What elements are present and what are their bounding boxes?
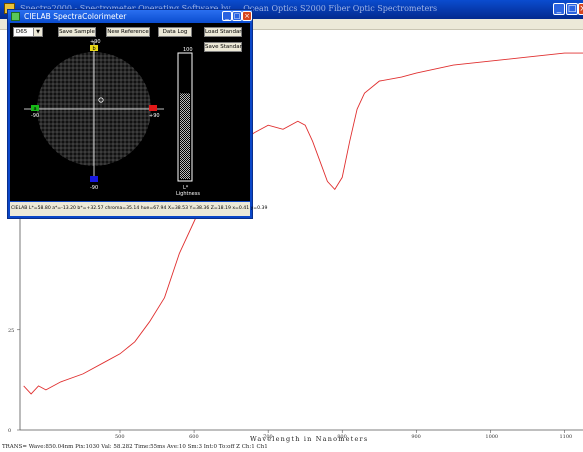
cielab-close-button[interactable]: × <box>242 11 252 21</box>
a-positive-label: +90 <box>149 113 160 119</box>
cielab-readout: CIELAB L*=58.80 a*=-13.20 b*=+32.57 chro… <box>11 206 268 211</box>
main-window-title: Spectra2000 - Spectrometer Operating Sof… <box>20 4 438 13</box>
close-button[interactable]: × <box>578 3 583 15</box>
maximize-button[interactable]: □ <box>566 3 578 15</box>
a-negative-marker <box>31 105 39 111</box>
a-negative-label: -90 <box>31 113 39 119</box>
cielab-maximize-button[interactable]: □ <box>232 11 242 21</box>
b-negative-label: -90 <box>90 185 98 191</box>
spectrum-series-line <box>23 52 583 395</box>
lightness-fill <box>180 93 190 179</box>
x-tick-label: 1100 <box>559 434 572 440</box>
lightness-bar <box>177 52 193 182</box>
status-line: TRANS= Wave:850.04nm Pix:1030 Val: 58.28… <box>2 444 268 450</box>
chart-lines <box>23 52 583 395</box>
b-positive-label: +90 <box>90 39 101 45</box>
cielab-status-bar: CIELAB L*=58.80 a*=-13.20 b*=+32.57 chro… <box>10 202 267 216</box>
lightness-label: Lightness <box>176 191 200 197</box>
x-tick-label: 600 <box>189 434 199 440</box>
x-tick-label: 700 <box>263 434 273 440</box>
x-tick-label: 900 <box>411 434 421 440</box>
menu-bar <box>0 19 583 30</box>
x-axis-label: Wavelength in Nanometers <box>250 435 368 443</box>
illuminant-value: D65 <box>16 29 28 35</box>
x-tick-label: 800 <box>337 434 347 440</box>
x-tick-label: 1000 <box>485 434 498 440</box>
cielab-window-title: CIELAB SpectraColorimeter <box>24 12 127 21</box>
minimize-button[interactable]: _ <box>553 3 565 15</box>
cielab-title-bar[interactable]: CIELAB SpectraColorimeter _ □ × <box>8 10 252 23</box>
ab-color-plot: +90 b -90 a -90 +90 100 L* Lightness <box>24 39 200 197</box>
y-tick-label: 25 <box>8 328 14 334</box>
a-axis-letter: a <box>34 106 37 112</box>
data-log-button[interactable]: Data Log <box>158 27 192 37</box>
x-tick-label: 500 <box>115 434 125 440</box>
colorimeter-icon <box>11 12 20 21</box>
save-standard-button[interactable]: Save Standard <box>204 42 246 52</box>
cielab-minimize-button[interactable]: _ <box>222 11 232 21</box>
chevron-down-icon[interactable]: ▼ <box>33 28 42 36</box>
lightness-top-label: 100 <box>183 47 193 53</box>
b-positive-marker <box>90 45 98 51</box>
a-positive-marker <box>149 105 157 111</box>
new-reference-button[interactable]: New Reference <box>106 27 150 37</box>
lightness-symbol: L* <box>183 185 189 191</box>
cielab-plot-area: D65 ▼ Save Sample New Reference Data Log… <box>10 23 250 201</box>
sample-point-marker <box>98 97 104 103</box>
save-sample-button[interactable]: Save Sample <box>58 27 96 37</box>
b-axis-letter: b <box>93 46 96 52</box>
cielab-window[interactable]: CIELAB SpectraColorimeter _ □ × D65 ▼ Sa… <box>7 9 267 219</box>
b-negative-marker <box>90 176 98 182</box>
illuminant-select[interactable]: D65 ▼ <box>13 27 43 37</box>
load-standard-button[interactable]: Load Standard <box>204 27 245 37</box>
y-tick-label: 0 <box>8 428 11 434</box>
chart-ticks: 500 600 700 800 900 1000 1100 25 0 <box>8 328 572 440</box>
